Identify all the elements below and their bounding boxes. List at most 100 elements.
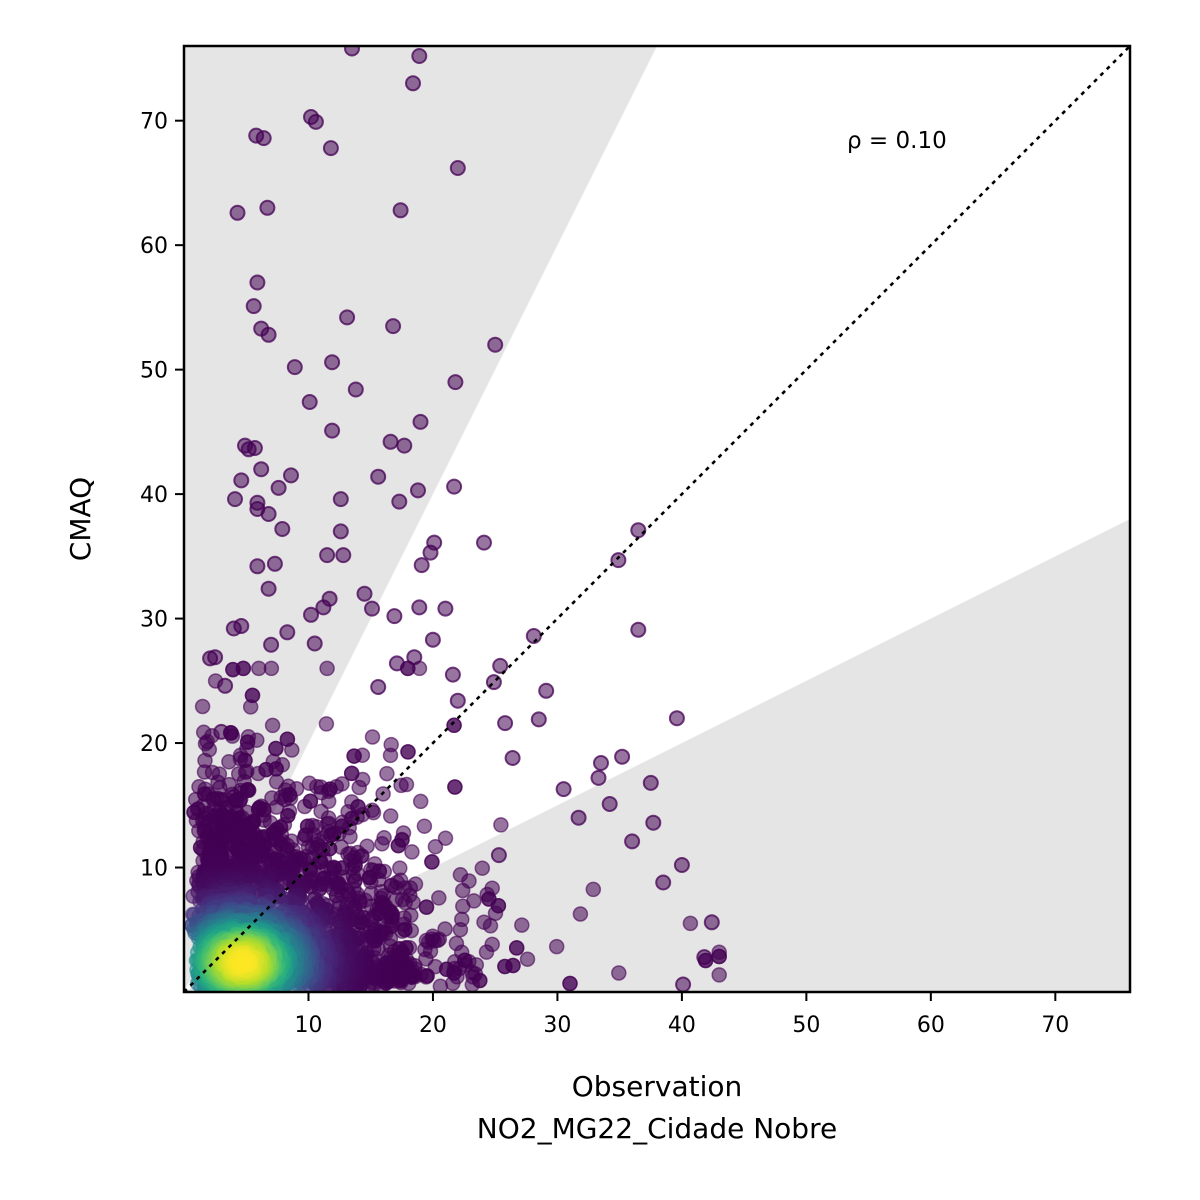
density-point-115	[427, 838, 444, 855]
scatter-point-50	[319, 547, 336, 564]
density-point-57	[379, 765, 395, 782]
y-axis-label: CMAQ	[64, 477, 97, 561]
x-axis-sublabel: NO2_MG22_Cidade Nobre	[477, 1112, 837, 1145]
x-tick-label-60: 60	[917, 1013, 945, 1038]
scatter-point-16	[385, 318, 402, 335]
density-point-24	[572, 906, 589, 922]
x-tick-label-20: 20	[419, 1013, 447, 1038]
density-point-69	[508, 940, 525, 956]
scatter-point-37	[410, 482, 426, 499]
density-point-19	[446, 717, 462, 734]
x-tick-label-50: 50	[792, 1013, 820, 1038]
density-point-87	[497, 958, 513, 975]
scatter-point-6	[255, 130, 272, 147]
scatter-point-23	[301, 394, 318, 410]
scatter-point-52	[610, 552, 627, 569]
scatter-point-90	[504, 750, 521, 766]
scatter-point-10	[229, 204, 246, 221]
y-tick-label-20: 20	[140, 732, 168, 757]
density-point-30	[364, 729, 381, 745]
scatter-point-81	[370, 679, 387, 695]
density-point-218	[374, 836, 390, 852]
scatter-point-61	[411, 599, 428, 616]
density-point-28	[562, 975, 578, 992]
density-point-12	[251, 660, 267, 677]
one-to-one-line	[184, 46, 1130, 992]
scatter-point-38	[332, 491, 349, 508]
density-point-244	[432, 978, 449, 992]
scatter-point-43	[260, 506, 277, 522]
scatter-point-12	[249, 274, 266, 291]
scatter-point-60	[315, 599, 332, 616]
scatter-point-41	[391, 493, 408, 510]
scatter-point-100	[624, 833, 641, 850]
scatter-point-39	[227, 491, 243, 508]
scatter-point-75	[406, 649, 423, 666]
scatter-point-19	[324, 354, 341, 371]
scatter-point-101	[590, 769, 607, 786]
scatter-point-45	[630, 522, 647, 539]
density-point-144	[455, 898, 471, 915]
scatter-point-22	[347, 381, 364, 398]
scatter-point-71	[306, 635, 323, 652]
scatter-point-7	[322, 140, 339, 157]
density-point-112	[476, 914, 492, 930]
scatter-point-92	[555, 781, 572, 798]
density-point-117	[478, 944, 495, 960]
density-point-203	[431, 890, 447, 906]
scatter-point-32	[370, 468, 387, 485]
scatter-point-44	[274, 521, 291, 537]
scatter-points	[202, 46, 720, 992]
scatter-point-51	[335, 547, 352, 564]
density-point-6	[682, 915, 699, 932]
scatter-point-65	[630, 621, 647, 638]
density-point-85	[221, 754, 237, 770]
density-point-63	[268, 740, 284, 757]
scatter-point-76	[492, 657, 509, 674]
scatter-point-27	[396, 437, 413, 454]
scatter-point-86	[530, 711, 547, 728]
density-point-67	[412, 793, 429, 810]
scatter-point-69	[279, 624, 296, 641]
scatter-point-21	[447, 374, 464, 391]
scatter-point-53	[266, 555, 283, 572]
scatter-point-31	[253, 461, 270, 478]
density-point-29	[318, 716, 335, 732]
y-tick-label-50: 50	[140, 359, 168, 384]
density-point-186	[390, 837, 407, 854]
density-point-95	[351, 779, 367, 796]
density-point-10	[319, 660, 335, 677]
density-point-37	[447, 779, 463, 795]
scatter-point-95	[673, 857, 690, 873]
density-point-38	[264, 717, 281, 734]
x-axis: 10 20 30 40 50 60 70	[294, 992, 1069, 1038]
density-point-60	[514, 917, 530, 933]
scatter-point-24	[412, 413, 429, 430]
scatter-point-26	[382, 433, 399, 450]
scatter-point-33	[283, 467, 299, 484]
scatter-point-55	[413, 557, 430, 574]
scatter-point-20	[286, 359, 303, 376]
density-point-199	[448, 935, 465, 952]
shaded-band-upper	[184, 46, 657, 992]
density-point-61	[284, 742, 300, 758]
density-point-3	[711, 948, 727, 965]
density-point-75	[474, 860, 491, 876]
scatter-point-9	[259, 199, 276, 216]
x-tick-label-10: 10	[294, 1013, 322, 1038]
scatter-point-91	[642, 774, 659, 791]
density-point-92	[437, 830, 454, 846]
density-point-39	[382, 747, 399, 764]
scatter-point-70	[424, 631, 441, 648]
scatter-point-0	[344, 46, 360, 57]
y-tick-label-30: 30	[140, 608, 168, 633]
scatter-point-2	[405, 75, 421, 92]
density-point-98	[416, 818, 433, 834]
scatter-point-80	[538, 682, 555, 699]
density-point-59	[519, 951, 536, 967]
scatter-point-72	[263, 636, 280, 653]
scatter-point-93	[601, 796, 618, 812]
scatter-point-89	[593, 755, 609, 771]
scatter-point-56	[260, 580, 277, 597]
scatter-point-59	[364, 600, 380, 617]
